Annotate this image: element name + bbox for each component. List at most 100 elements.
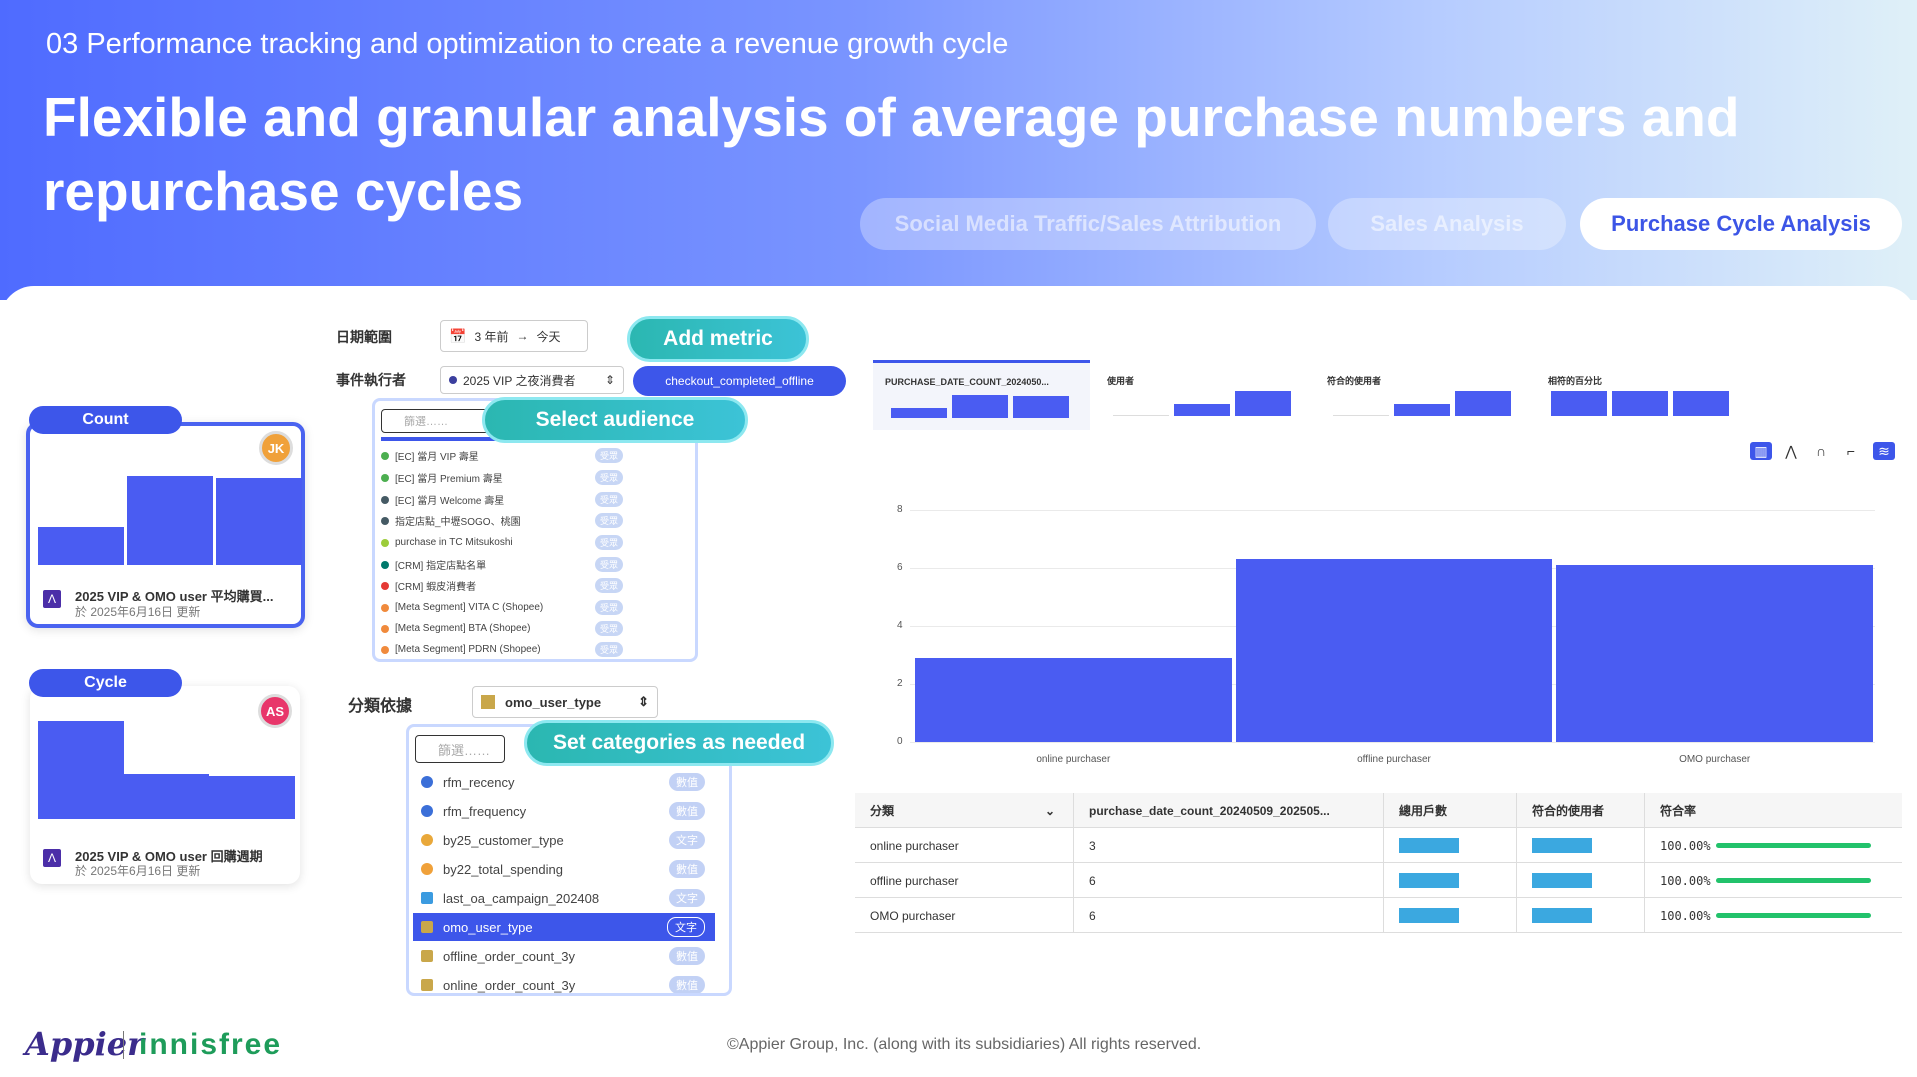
- list-item[interactable]: [EC] 當月 Welcome 壽星 受眾: [381, 489, 623, 510]
- list-item-selected[interactable]: omo_user_type 文字: [413, 913, 715, 941]
- cell-matched-users: [1517, 898, 1645, 933]
- list-item[interactable]: 指定店點_中壢SOGO、桃園 受眾: [381, 510, 623, 531]
- select-audience-button[interactable]: Select audience: [482, 397, 748, 443]
- actor-value: 2025 VIP 之夜消費者: [463, 373, 576, 388]
- date-range-picker[interactable]: 📅 3 年前 → 今天: [440, 320, 588, 352]
- dashboard-card-count[interactable]: JK Λ 2025 VIP & OMO user 平均購買... 於 2025年…: [26, 422, 305, 628]
- y-tick-label: 8: [897, 504, 903, 515]
- cell-match-rate: 100.00%: [1645, 828, 1902, 863]
- sort-arrows-icon: ⇕: [604, 373, 615, 387]
- cell-category: OMO purchaser: [855, 898, 1074, 933]
- metric-card-matched-users[interactable]: 符合的使用者: [1315, 360, 1525, 430]
- card-updated: 於 2025年6月16日 更新: [75, 864, 201, 878]
- line-chart-icon[interactable]: ⋀: [1785, 442, 1797, 459]
- date-range-label: 日期範圍: [336, 329, 392, 345]
- actor-label: 事件執行者: [336, 372, 406, 388]
- metric-bar: [1551, 391, 1607, 416]
- cell-count: 6: [1074, 863, 1384, 898]
- category-type-icon: [481, 695, 495, 709]
- chart-bar[interactable]: [1235, 559, 1553, 742]
- category-select[interactable]: omo_user_type ⇕: [472, 686, 658, 718]
- list-item[interactable]: purchase in TC Mitsukoshi 受眾: [381, 532, 623, 553]
- bar-chart-icon[interactable]: ▥: [1750, 442, 1772, 460]
- content-panel: [0, 286, 1917, 346]
- set-categories-button[interactable]: Set categories as needed: [524, 720, 834, 766]
- metric-bar: [1013, 396, 1069, 418]
- list-item[interactable]: [Meta Segment] BTA (Shopee) 受眾: [381, 618, 623, 639]
- card-bar: [216, 478, 302, 565]
- list-item[interactable]: rfm_frequency 數值: [413, 797, 715, 825]
- dashboard-card-cycle[interactable]: AS Λ 2025 VIP & OMO user 回購週期 於 2025年6月1…: [30, 686, 300, 884]
- tab-sales-analysis[interactable]: Sales Analysis: [1328, 198, 1566, 250]
- table-row: online purchaser 3 100.00%: [855, 828, 1902, 863]
- metric-label: 相符的百分比: [1548, 376, 1603, 386]
- text-field-icon: [421, 834, 433, 846]
- y-tick-label: 6: [897, 562, 903, 573]
- cell-total-users: [1384, 828, 1517, 863]
- metric-bar: [1174, 404, 1230, 416]
- date-from: 3 年前: [474, 329, 509, 344]
- list-item[interactable]: [EC] 當月 VIP 壽星 受眾: [381, 445, 623, 466]
- header-banner: [0, 0, 1917, 300]
- chevron-down-icon: ⌄: [1044, 803, 1055, 818]
- stack-icon[interactable]: ≋: [1873, 442, 1895, 460]
- appier-logo-icon: Λ: [43, 590, 61, 608]
- list-item[interactable]: rfm_recency 數值: [413, 768, 715, 796]
- list-item[interactable]: [CRM] 指定店點名單 受眾: [381, 554, 623, 575]
- curve-chart-icon[interactable]: ∩: [1815, 443, 1827, 459]
- actor-select[interactable]: 2025 VIP 之夜消費者 ⇕: [440, 366, 624, 394]
- list-item[interactable]: [EC] 當月 Premium 壽星 受眾: [381, 467, 623, 488]
- chart-gridline: [910, 510, 1875, 511]
- cell-match-rate: 100.00%: [1645, 863, 1902, 898]
- metric-card-purchase-count[interactable]: PURCHASE_DATE_COUNT_2024050...: [873, 360, 1090, 430]
- category-label: 分類依據: [348, 698, 413, 715]
- list-item[interactable]: offline_order_count_3y 數值: [413, 942, 715, 970]
- list-item[interactable]: [CRM] 蝦皮消費者 受眾: [381, 575, 623, 596]
- metric-card-users[interactable]: 使用者: [1095, 360, 1305, 430]
- metric-baseline: [1333, 415, 1389, 416]
- cell-total-users: [1384, 863, 1517, 898]
- list-item[interactable]: [Meta Segment] VITA C (Shopee) 受眾: [381, 597, 623, 618]
- metric-bar: [952, 395, 1008, 418]
- x-tick-label: online purchaser: [1036, 754, 1111, 765]
- metric-label: 符合的使用者: [1327, 376, 1382, 386]
- chart-bar[interactable]: [1556, 565, 1873, 742]
- cell-category: online purchaser: [855, 828, 1074, 863]
- column-header-matched-users[interactable]: 符合的使用者: [1517, 793, 1645, 828]
- category-search-input[interactable]: 篩選……: [415, 735, 505, 763]
- tab-social-media-attribution[interactable]: Social Media Traffic/Sales Attribution: [860, 198, 1316, 250]
- card-title: 2025 VIP & OMO user 回購週期: [75, 849, 263, 864]
- list-item[interactable]: by22_total_spending 數值: [413, 855, 715, 883]
- audience-search-input[interactable]: 篩選……: [381, 409, 491, 433]
- metric-chip[interactable]: checkout_completed_offline: [633, 366, 846, 396]
- list-item[interactable]: last_oa_campaign_202408 文字: [413, 884, 715, 912]
- metric-bar: [891, 408, 947, 418]
- chart-bar[interactable]: [915, 657, 1232, 742]
- card-updated: 於 2025年6月16日 更新: [75, 605, 201, 619]
- list-item[interactable]: online_order_count_3y 數值: [413, 971, 715, 993]
- cell-count: 3: [1074, 828, 1384, 863]
- audience-dot-icon: [449, 376, 457, 384]
- avatar: JK: [259, 431, 293, 465]
- text-field-icon: [421, 892, 433, 904]
- cell-match-rate: 100.00%: [1645, 898, 1902, 933]
- card-bar: [38, 721, 124, 819]
- column-header-category[interactable]: 分類 ⌄: [855, 793, 1074, 828]
- table-header-row: 分類 ⌄ purchase_date_count_20240509_202505.…: [855, 793, 1902, 828]
- step-chart-icon[interactable]: ⌐: [1846, 443, 1856, 459]
- calendar-icon: 📅: [449, 327, 467, 344]
- tab-purchase-cycle-analysis[interactable]: Purchase Cycle Analysis: [1580, 198, 1902, 250]
- metric-card-match-percentage[interactable]: 相符的百分比: [1536, 360, 1746, 430]
- appier-logo: Appier: [25, 1025, 144, 1063]
- column-header-total-users[interactable]: 總用戶數: [1384, 793, 1517, 828]
- table-row: offline purchaser 6 100.00%: [855, 863, 1902, 898]
- chart-gridline: [910, 742, 1875, 743]
- column-header-purchase-count[interactable]: purchase_date_count_20240509_202505...: [1074, 793, 1384, 828]
- numeric-field-icon: [421, 979, 433, 991]
- card-bar: [209, 776, 295, 819]
- list-item[interactable]: [Meta Segment] PDRN (Shopee) 受眾: [381, 639, 623, 659]
- add-metric-button[interactable]: Add metric: [627, 316, 809, 362]
- list-item[interactable]: by25_customer_type 文字: [413, 826, 715, 854]
- metric-bar: [1394, 404, 1450, 416]
- column-header-match-rate[interactable]: 符合率: [1660, 804, 1697, 818]
